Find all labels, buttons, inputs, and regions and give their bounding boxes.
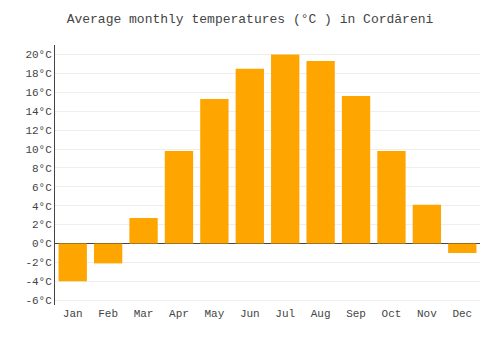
svg-text:2°C: 2°C [32,219,52,231]
svg-text:Average monthly temperatures (: Average monthly temperatures (°C ) in Co… [67,12,434,27]
svg-text:Jan: Jan [63,308,83,320]
svg-text:-2°C: -2°C [25,257,52,269]
svg-text:-4°C: -4°C [25,276,52,288]
svg-text:16°C: 16°C [25,87,52,99]
svg-text:Sep: Sep [346,308,366,320]
svg-text:Apr: Apr [169,308,189,320]
svg-text:8°C: 8°C [32,163,52,175]
svg-text:Jul: Jul [275,308,295,320]
svg-text:May: May [204,308,224,320]
svg-text:12°C: 12°C [25,125,52,137]
svg-text:0°C: 0°C [32,238,52,250]
svg-text:Nov: Nov [417,308,437,320]
svg-text:Dec: Dec [452,308,472,320]
svg-text:18°C: 18°C [25,68,52,80]
svg-text:-6°C: -6°C [25,295,52,307]
svg-text:20°C: 20°C [25,49,52,61]
svg-text:Jun: Jun [240,308,260,320]
svg-text:10°C: 10°C [25,144,52,156]
svg-text:4°C: 4°C [32,201,52,213]
svg-text:Aug: Aug [311,308,331,320]
svg-text:6°C: 6°C [32,182,52,194]
svg-text:Mar: Mar [134,308,154,320]
svg-text:14°C: 14°C [25,106,52,118]
svg-text:Oct: Oct [382,308,402,320]
svg-text:Feb: Feb [98,308,118,320]
